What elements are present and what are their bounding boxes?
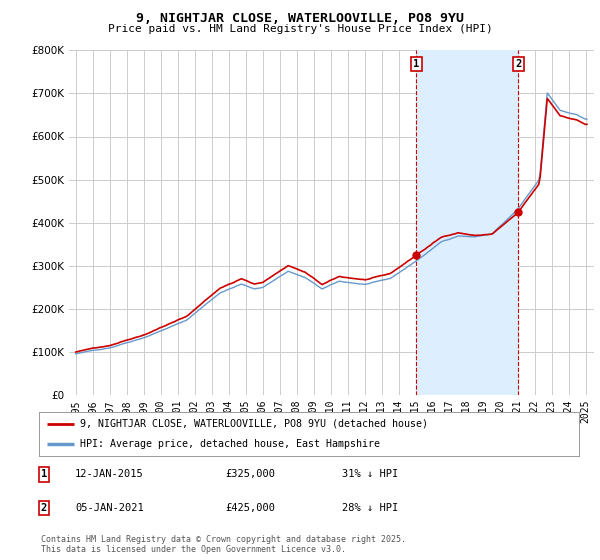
Text: 28% ↓ HPI: 28% ↓ HPI bbox=[342, 503, 398, 513]
Text: 12-JAN-2015: 12-JAN-2015 bbox=[75, 469, 144, 479]
Text: Price paid vs. HM Land Registry's House Price Index (HPI): Price paid vs. HM Land Registry's House … bbox=[107, 24, 493, 34]
Text: Contains HM Land Registry data © Crown copyright and database right 2025.
This d: Contains HM Land Registry data © Crown c… bbox=[41, 535, 406, 554]
Bar bbox=[416, 50, 518, 395]
Text: 31% ↓ HPI: 31% ↓ HPI bbox=[342, 469, 398, 479]
Text: 2: 2 bbox=[515, 59, 521, 69]
Text: 9, NIGHTJAR CLOSE, WATERLOOVILLE, PO8 9YU: 9, NIGHTJAR CLOSE, WATERLOOVILLE, PO8 9Y… bbox=[136, 12, 464, 25]
Text: £325,000: £325,000 bbox=[225, 469, 275, 479]
Text: £425,000: £425,000 bbox=[225, 503, 275, 513]
Text: 1: 1 bbox=[41, 469, 47, 479]
Text: HPI: Average price, detached house, East Hampshire: HPI: Average price, detached house, East… bbox=[79, 439, 380, 449]
Text: 1: 1 bbox=[413, 59, 419, 69]
Text: 05-JAN-2021: 05-JAN-2021 bbox=[75, 503, 144, 513]
Text: 9, NIGHTJAR CLOSE, WATERLOOVILLE, PO8 9YU (detached house): 9, NIGHTJAR CLOSE, WATERLOOVILLE, PO8 9Y… bbox=[79, 419, 427, 429]
Text: 2: 2 bbox=[41, 503, 47, 513]
